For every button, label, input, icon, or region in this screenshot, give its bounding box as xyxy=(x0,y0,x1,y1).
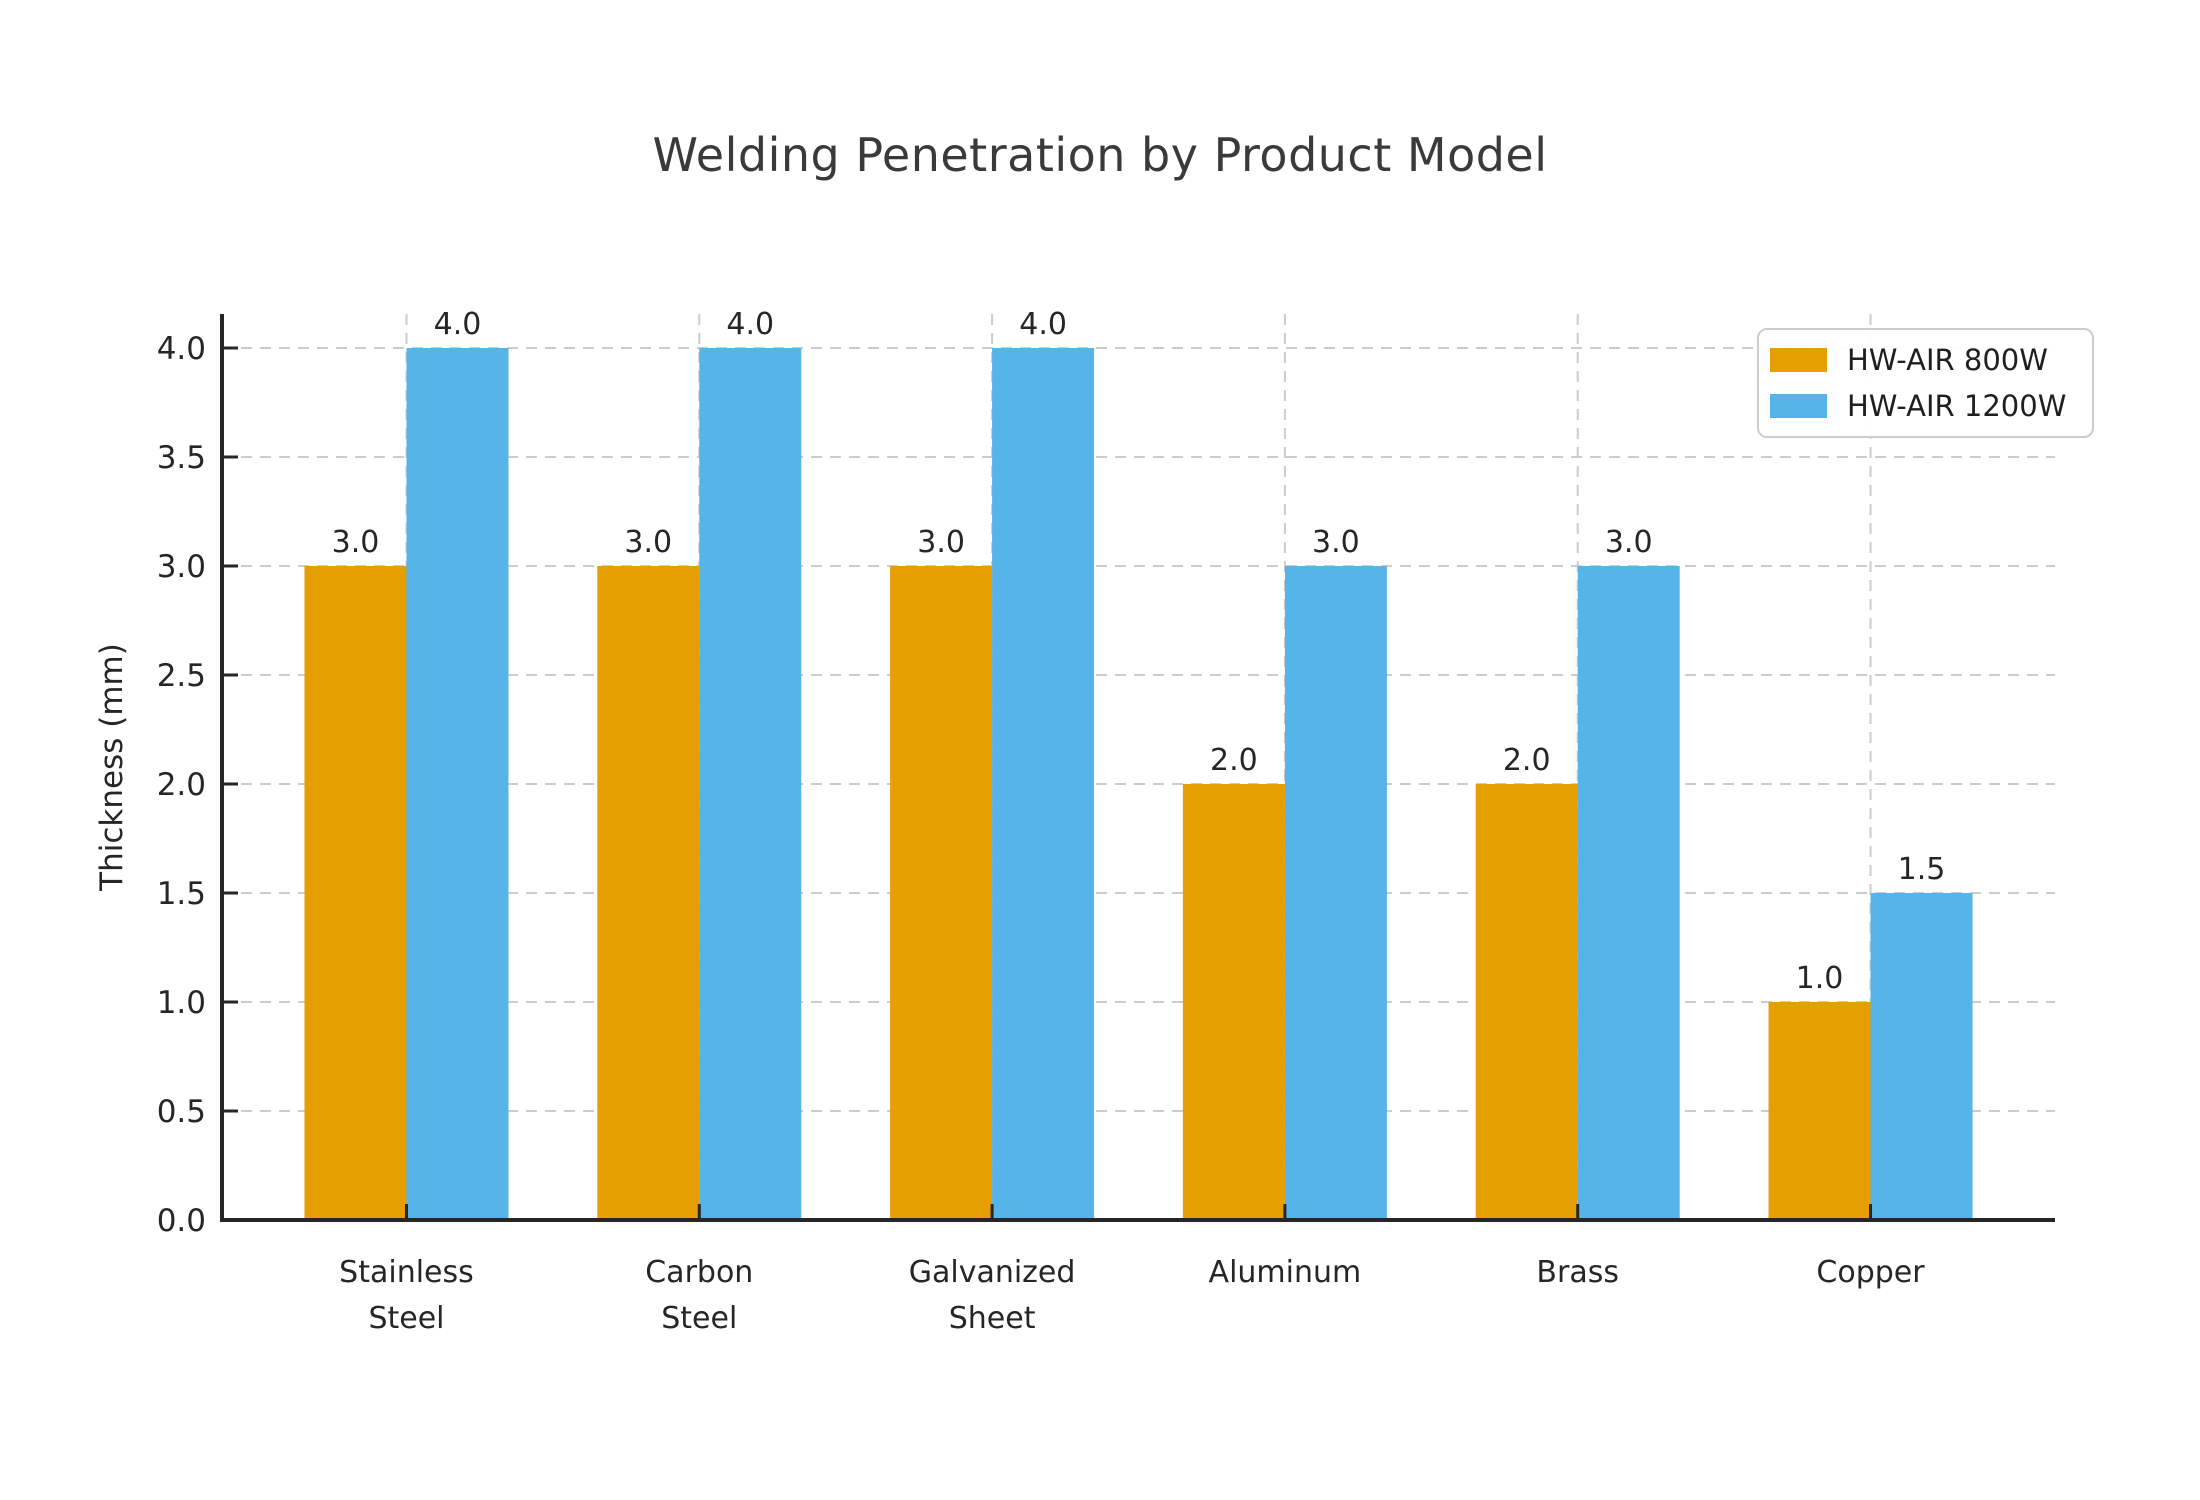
value-label-hw-air-800w-brass: 2.0 xyxy=(1503,743,1551,778)
bar-hw-air-800w-brass xyxy=(1475,784,1578,1220)
x-tick-label-stainless-steel-line1: Stainless xyxy=(339,1255,474,1290)
legend-swatch-hw-air-1200w xyxy=(1770,394,1827,418)
value-label-hw-air-800w-galvanized-sheet: 3.0 xyxy=(917,525,965,560)
value-label-hw-air-1200w-brass: 3.0 xyxy=(1605,525,1653,560)
bar-hw-air-800w-aluminum xyxy=(1182,784,1285,1220)
chart-title: Welding Penetration by Product Model xyxy=(652,128,1548,182)
y-tick-label-4.0: 4.0 xyxy=(157,331,206,367)
value-label-hw-air-1200w-galvanized-sheet: 4.0 xyxy=(1019,307,1067,342)
legend-label-hw-air-800w: HW-AIR 800W xyxy=(1847,343,2048,377)
value-label-hw-air-1200w-stainless-steel: 4.0 xyxy=(434,307,482,342)
x-tick-label-galvanized-sheet-line2: Sheet xyxy=(949,1301,1036,1336)
bar-hw-air-1200w-brass xyxy=(1577,566,1680,1220)
bar-hw-air-800w-carbon-steel xyxy=(597,566,700,1220)
bar-hw-air-1200w-aluminum xyxy=(1284,566,1387,1220)
value-label-hw-air-1200w-copper: 1.5 xyxy=(1898,852,1946,887)
bar-hw-air-1200w-galvanized-sheet xyxy=(992,348,1095,1220)
value-label-hw-air-1200w-aluminum: 3.0 xyxy=(1312,525,1360,560)
x-tick-label-aluminum: Aluminum xyxy=(1209,1255,1362,1290)
y-tick-label-3.0: 3.0 xyxy=(157,549,206,585)
y-axis-label: Thickness (mm) xyxy=(94,643,130,892)
bar-hw-air-1200w-carbon-steel xyxy=(699,348,802,1220)
x-tick-label-brass: Brass xyxy=(1536,1255,1619,1290)
x-tick-label-carbon-steel-line1: Carbon xyxy=(645,1255,753,1290)
y-tick-label-1.5: 1.5 xyxy=(157,876,206,912)
bar-hw-air-1200w-copper xyxy=(1870,893,1973,1220)
legend-item-hw-air-800w: HW-AIR 800W xyxy=(1770,341,2066,379)
y-tick-label-3.5: 3.5 xyxy=(157,440,206,476)
value-label-hw-air-800w-carbon-steel: 3.0 xyxy=(624,525,672,560)
x-tick-label-galvanized-sheet-line1: Galvanized xyxy=(909,1255,1076,1290)
bar-hw-air-800w-copper xyxy=(1768,1002,1871,1220)
y-tick-label-2.0: 2.0 xyxy=(157,767,206,803)
legend-label-hw-air-1200w: HW-AIR 1200W xyxy=(1847,389,2067,423)
legend-item-hw-air-1200w: HW-AIR 1200W xyxy=(1770,387,2066,425)
legend: HW-AIR 800W HW-AIR 1200W xyxy=(1757,328,2095,438)
y-tick-label-0.5: 0.5 xyxy=(157,1094,206,1130)
bar-hw-air-800w-galvanized-sheet xyxy=(890,566,993,1220)
value-label-hw-air-800w-aluminum: 2.0 xyxy=(1210,743,1258,778)
legend-swatch-hw-air-800w xyxy=(1770,348,1827,372)
y-tick-label-0.0: 0.0 xyxy=(157,1203,206,1239)
bar-hw-air-1200w-stainless-steel xyxy=(406,348,509,1220)
y-tick-label-1.0: 1.0 xyxy=(157,985,206,1021)
bar-hw-air-800w-stainless-steel xyxy=(304,566,407,1220)
value-label-hw-air-800w-copper: 1.0 xyxy=(1796,961,1844,996)
y-tick-label-2.5: 2.5 xyxy=(157,658,206,694)
value-label-hw-air-1200w-carbon-steel: 4.0 xyxy=(726,307,774,342)
x-tick-label-copper: Copper xyxy=(1816,1255,1925,1290)
x-tick-label-carbon-steel-line2: Steel xyxy=(661,1301,737,1336)
x-tick-label-stainless-steel-line2: Steel xyxy=(368,1301,444,1336)
value-label-hw-air-800w-stainless-steel: 3.0 xyxy=(332,525,380,560)
